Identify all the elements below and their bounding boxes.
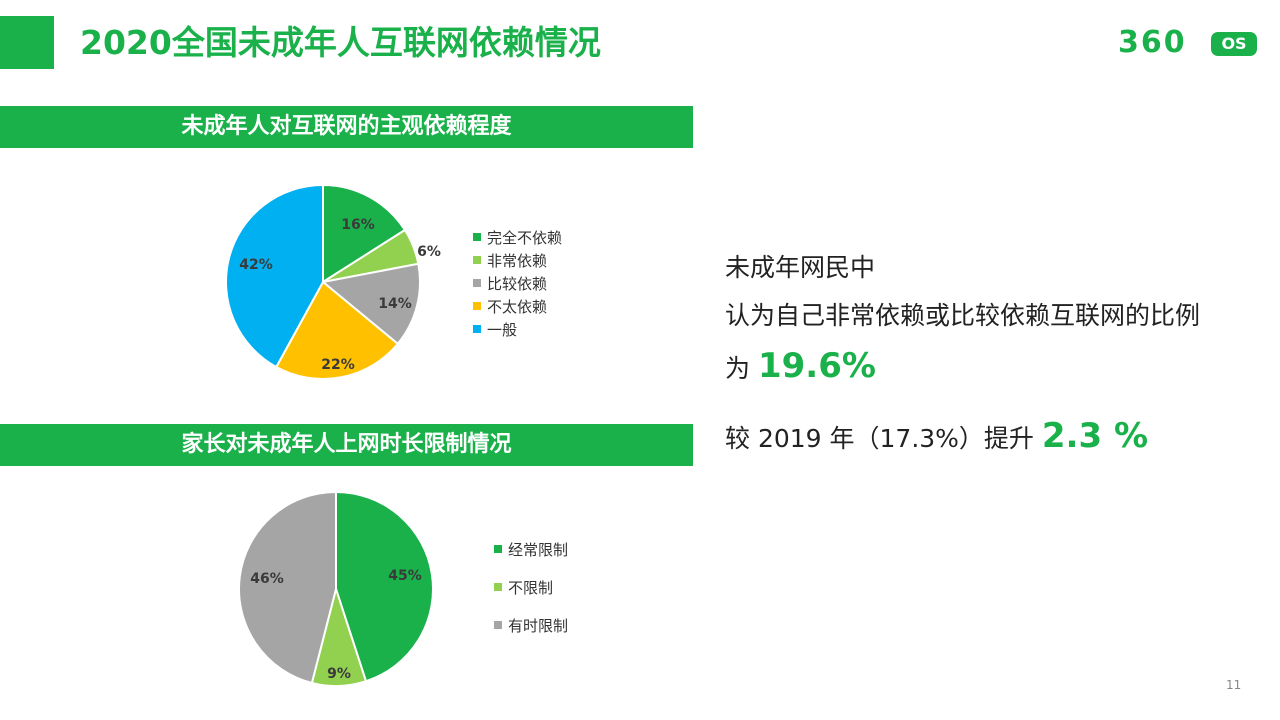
- page-title: 2020全国未成年人互联网依赖情况: [80, 23, 601, 62]
- pie2-slice-label-0: 45%: [388, 568, 422, 584]
- pie1-slice-label-4: 42%: [239, 257, 273, 273]
- pie1-slice-label-3: 22%: [321, 357, 355, 373]
- legend2-label-2: 有时限制: [508, 617, 569, 635]
- pie2-slice-label-1: 9%: [327, 666, 351, 682]
- legend1-swatch-1: [473, 256, 481, 264]
- page-number: 11: [1226, 678, 1242, 692]
- pie1-slice-3: [274, 280, 400, 380]
- brand-logo: 360 OS: [1118, 26, 1260, 60]
- legend2-item-1: 不限制: [494, 578, 553, 598]
- legend1-label-2: 比较依赖: [487, 275, 548, 293]
- legend1-item-0: 完全不依赖: [473, 228, 562, 248]
- pie2-slice-0: [335, 490, 434, 683]
- summary-highlight-increase: 2.3 %: [1041, 416, 1149, 456]
- legend1-label-4: 一般: [487, 321, 518, 339]
- legend1-item-3: 不太依赖: [473, 297, 547, 317]
- legend2-item-2: 有时限制: [494, 616, 568, 636]
- legend2-label-0: 经常限制: [508, 541, 569, 559]
- summary-line-3-prefix: 为: [725, 354, 751, 383]
- logo-number: 360: [1118, 25, 1187, 60]
- pie1-slice-label-1: 6%: [417, 244, 441, 260]
- pie1-slice-label-0: 16%: [341, 217, 375, 233]
- legend1-swatch-2: [473, 279, 481, 287]
- pie1-slice-4: [225, 183, 324, 369]
- section-header-parent-time-limit: 家长对未成年人上网时长限制情况: [0, 424, 693, 466]
- legend1-label-1: 非常依赖: [487, 252, 548, 270]
- legend2-label-1: 不限制: [508, 579, 554, 597]
- pie2-slice-2: [237, 490, 337, 685]
- summary-line-2: 认为自己非常依赖或比较依赖互联网的比例: [725, 301, 1201, 330]
- legend1-label-3: 不太依赖: [487, 298, 548, 316]
- summary-highlight-ratio: 19.6%: [757, 346, 876, 386]
- legend1-item-4: 一般: [473, 320, 517, 340]
- legend1-swatch-0: [473, 233, 481, 241]
- logo-badge: OS: [1211, 32, 1257, 56]
- pie2-slice-label-2: 46%: [250, 571, 284, 587]
- legend2-item-0: 经常限制: [494, 540, 568, 560]
- pie1-slice-0: [322, 183, 407, 284]
- pie-chart-dependence: 16% 6% 14% 22% 42%: [225, 183, 441, 380]
- pie1-slice-label-2: 14%: [378, 296, 412, 312]
- summary-line-4: 较 2019 年（17.3%）提升 2.3 %: [725, 416, 1148, 456]
- legend1-item-1: 非常依赖: [473, 251, 547, 271]
- summary-line-4-prefix: 较 2019 年（17.3%）提升: [725, 424, 1034, 453]
- pie1-slice-2: [320, 262, 421, 346]
- legend2-swatch-2: [494, 621, 502, 629]
- legend1-label-0: 完全不依赖: [487, 229, 563, 247]
- legend1-item-2: 比较依赖: [473, 274, 547, 294]
- legend1-swatch-4: [473, 325, 481, 333]
- legend2-swatch-1: [494, 583, 502, 591]
- summary-line-1: 未成年网民中: [725, 253, 876, 282]
- legend2-swatch-0: [494, 545, 502, 553]
- legend1-swatch-3: [473, 302, 481, 310]
- summary-line-3: 为 19.6%: [725, 346, 876, 386]
- title-accent-block: [0, 16, 54, 69]
- pie-chart-time-limit: 45% 9% 46%: [237, 490, 434, 687]
- section-header-subjective-dependence: 未成年人对互联网的主观依赖程度: [0, 106, 693, 148]
